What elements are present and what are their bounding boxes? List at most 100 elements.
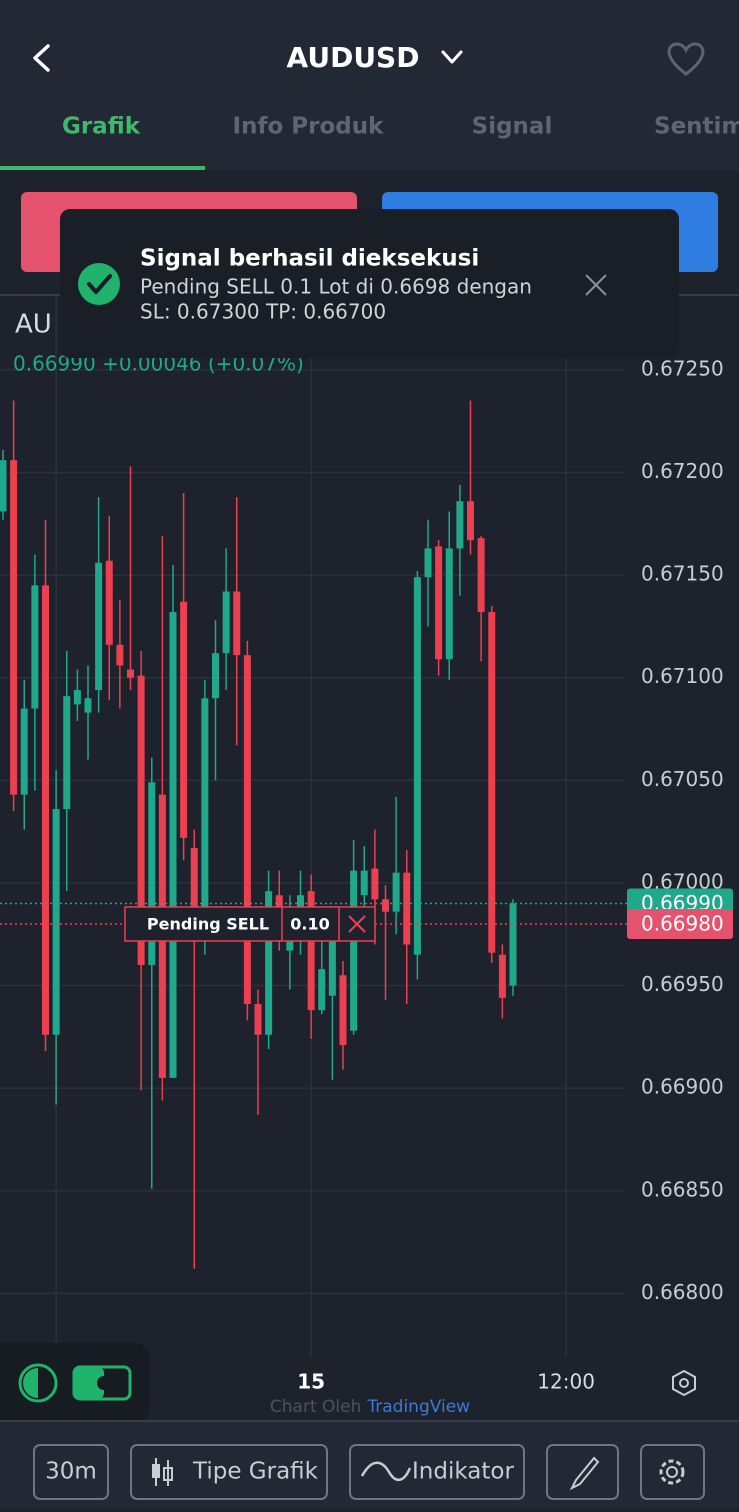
candle-body [127,669,134,678]
candle-body [413,577,421,955]
candle-body [169,612,177,1078]
y-tick-label: 0.66850 [641,1177,724,1201]
candle-body [20,708,28,795]
y-tick-label: 0.67250 [641,356,724,380]
chart-settings[interactable] [672,1369,696,1397]
candle-body [63,696,71,810]
candle-body [265,891,273,1035]
candle-body [254,1004,262,1035]
y-tick-label: 0.67050 [641,767,724,791]
candle-body [509,903,517,986]
pending-order-lot: 0.10 [290,914,329,933]
candle-body [488,612,496,953]
chart-symbol: AU [15,310,52,340]
candle-body [467,501,474,541]
candle-body [498,954,506,998]
y-tick-label: 0.66900 [641,1075,724,1099]
toast-message: Pending SELL 0.1 Lot di 0.6698 dengan [140,275,532,299]
candle-body [339,975,347,1046]
candle-body [212,653,219,699]
chart-type-label: Tipe Grafik [192,1459,319,1485]
back-button[interactable] [33,44,50,72]
credit-brand[interactable]: TradingView [366,1397,470,1417]
chart-type-icon [163,1467,173,1481]
indicator-label: Indikator [412,1459,514,1485]
tab[interactable]: Sentim [654,114,739,140]
credit-prefix: Chart Oleh [270,1397,361,1417]
candle-body [243,655,251,1005]
candle-body [0,460,7,512]
y-tick-label: 0.67100 [641,664,724,688]
tab[interactable]: Info Produk [233,114,385,140]
candle-body [350,870,358,1031]
chart-type-icon [152,1464,160,1478]
candle-body [190,848,198,941]
candle-body [148,782,156,966]
candle-body [84,698,92,713]
candle-body [42,585,49,1035]
candle-body [180,601,188,838]
candle-body [360,870,368,896]
candle-body [233,591,241,656]
toast-message: SL: 0.67300 TP: 0.66700 [140,300,386,324]
theme-toggle-fill [23,1368,38,1398]
symbol-dropdown[interactable] [441,50,463,64]
candle-body [445,548,453,660]
candle-body [403,872,411,945]
x-tick-label: 12:00 [537,1370,595,1394]
candle-body [307,891,315,1011]
candle-body [95,562,103,691]
layout-toggle-fill [74,1367,104,1399]
pending-cancel[interactable] [348,915,366,933]
candle-body [328,940,336,996]
candle-body [318,969,326,1011]
candle-body [116,644,124,666]
interval-label: 30m [45,1459,97,1485]
toast-title: Signal berhasil dieksekusi [140,246,479,272]
x-tick-label: 15 [297,1370,325,1394]
tab[interactable]: Grafik [62,114,141,140]
header [0,0,739,170]
drawing-icon [569,1456,600,1491]
y-tick-label: 0.66950 [641,972,724,996]
symbol-title[interactable]: AUDUSD [287,41,420,74]
candle-body [73,690,81,705]
candle-body [31,585,39,709]
candle-body [392,872,400,912]
candle-body [382,899,389,912]
drawing-button[interactable] [546,1444,619,1500]
y-tick-label: 0.67150 [641,562,724,586]
indicator-icon [360,1461,412,1481]
chart-credit: Chart Oleh TradingView [270,1397,470,1417]
candle-body [105,560,113,645]
settings-icon-center [666,1466,678,1478]
pending-price-tag [627,908,733,939]
indicator-button[interactable] [349,1444,525,1500]
y-tick-label: 0.66800 [641,1280,724,1304]
candle-body [10,460,18,795]
y-tick-label: 0.67200 [641,459,724,483]
pending-order-side: Pending SELL [147,914,269,933]
favorite-button[interactable] [667,42,705,76]
interval-button[interactable] [33,1444,109,1500]
theme-toggle[interactable] [18,1363,58,1403]
settings-button[interactable] [640,1444,705,1500]
layout-toggle-knob [97,1376,111,1390]
tab[interactable]: Signal [472,114,553,140]
candle-body [52,809,60,1035]
candle-body [222,591,230,654]
candle-body [456,501,464,549]
candle-body [424,548,432,578]
success-icon [78,263,120,305]
chart-settings-dot [679,1378,689,1388]
active-tab-indicator [0,166,205,170]
toast [60,209,679,358]
pending-order-box[interactable] [124,906,376,942]
candle-body [477,538,485,613]
candle-body [435,546,443,660]
candle-body [371,868,379,900]
toast-close[interactable] [585,274,607,296]
chart-type-button[interactable] [130,1444,328,1500]
candle-body [201,698,209,941]
